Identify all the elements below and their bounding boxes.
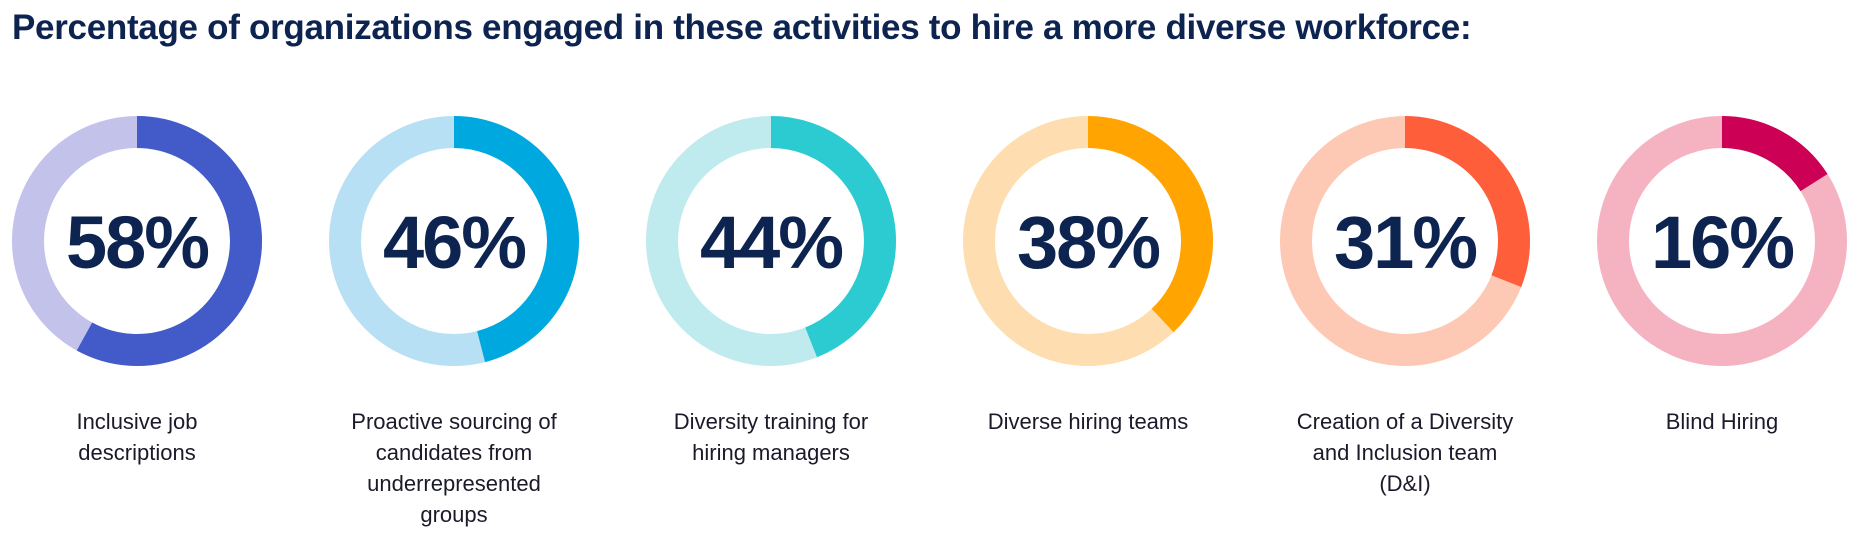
- donut-category-label: Diverse hiring teams: [987, 409, 1189, 434]
- donut-4: 38%: [963, 116, 1213, 366]
- donut-value-arc: [1721, 116, 1828, 192]
- donut-percent-label: 46%: [383, 201, 525, 284]
- chart-title: Percentage of organizations engaged in t…: [12, 8, 1472, 47]
- donut-3: 44%: [646, 116, 896, 366]
- donut-5: 31%: [1280, 116, 1530, 366]
- donut-6: 16%: [1597, 116, 1847, 366]
- donut-1: 58%: [12, 116, 262, 366]
- donut-2: 46%: [329, 116, 579, 366]
- donut-category-label: Inclusive job descriptions: [76, 409, 198, 465]
- donut-percent-label: 16%: [1651, 201, 1793, 284]
- donut-value-arc: [453, 116, 579, 363]
- donut-value-arc: [1404, 116, 1530, 288]
- donut-category-label: Proactive sourcing of candidates from un…: [351, 409, 557, 527]
- donut-category-label: Blind Hiring: [1665, 409, 1779, 434]
- donut-value-arc: [76, 116, 262, 366]
- donut-percent-label: 38%: [1017, 201, 1159, 284]
- donut-percent-label: 44%: [700, 201, 842, 284]
- donut-value-arc: [770, 116, 896, 358]
- donut-value-arc: [1087, 116, 1213, 333]
- donut-percent-label: 58%: [66, 201, 208, 284]
- donut-category-label: Diversity training for hiring managers: [673, 409, 869, 465]
- donut-category-label: Creation of a Diversity and Inclusion te…: [1296, 409, 1514, 496]
- donut-percent-label: 31%: [1334, 201, 1476, 284]
